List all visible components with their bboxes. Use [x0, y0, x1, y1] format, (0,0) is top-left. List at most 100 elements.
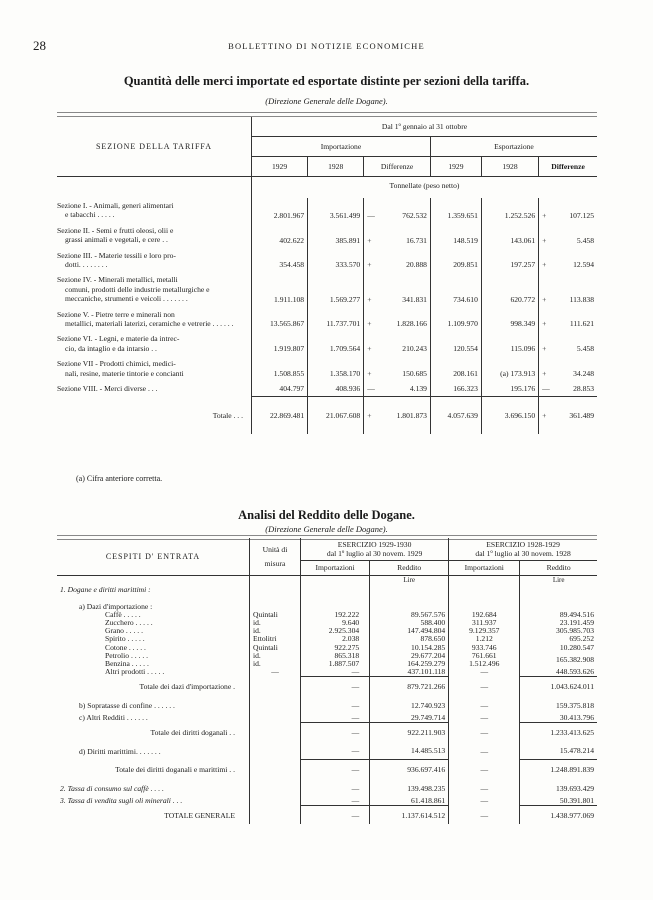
section-name: Sezione IV. - Minerali metallici, metall…	[57, 275, 178, 285]
table-row: Sezione III. - Materie tessili e loro pr…	[57, 247, 597, 273]
col-red-1928: Reddito	[519, 560, 597, 577]
empty-cell	[249, 575, 301, 585]
empty-cell	[299, 575, 370, 585]
value-ed: 5.458	[576, 344, 594, 354]
double-rule	[57, 112, 597, 117]
value-i29: 13.565.867	[250, 306, 308, 332]
value-a: —	[299, 722, 370, 742]
value-u	[249, 722, 301, 742]
value-is: +	[363, 395, 381, 434]
value-id: 210.243	[402, 344, 427, 354]
value-id: 762.532	[402, 210, 427, 220]
value-id: 341.831	[402, 294, 427, 304]
value-es: —	[538, 381, 556, 397]
value-u	[249, 676, 301, 696]
empty-cell	[448, 602, 520, 611]
value-u: Ettolitri	[249, 635, 301, 644]
year-header: Differenze	[538, 156, 597, 177]
value-i29: 402.622	[250, 222, 308, 248]
value-u	[249, 695, 301, 714]
col-imp-1929: Importazioni	[299, 560, 370, 577]
value-a: 9.640	[299, 618, 370, 628]
value-a: 2.925.304	[299, 627, 370, 636]
value-c: —	[448, 722, 520, 742]
table-row: Zucchero . . . . . id. 9.640 588.400 311.937…	[57, 618, 597, 628]
value-e29: 1.109.970	[429, 306, 482, 332]
row-label: 2. Tassa di consumo sul caffè . . . .	[60, 783, 164, 793]
footnote: (a) Cifra anteriore corretta.	[76, 474, 163, 483]
value-i28: 408.936	[307, 381, 364, 397]
value-c: —	[448, 797, 520, 806]
value-e29: 209.851	[429, 247, 482, 273]
row-label: Totale dei diritti doganali . .	[150, 727, 235, 737]
row-label: Totale dei diritti doganali e marittimi …	[115, 765, 235, 775]
period-header: Dal 1º gennaio al 31 ottobre	[251, 117, 597, 137]
value-u	[249, 805, 301, 825]
table-row: 1. Dogane e diritti marittimi :	[57, 584, 597, 603]
empty-cell	[519, 602, 597, 611]
section-label: Sezione I. - Animali, generi alimentari e…	[57, 198, 252, 223]
value-i29: 2.801.967	[250, 198, 308, 223]
year-header: Differenze	[363, 156, 431, 177]
value-d: 695.252	[519, 635, 597, 644]
value-d: 165.382.908	[519, 651, 597, 669]
value-i28: 21.067.608	[307, 395, 364, 434]
value-d: 10.280.547	[519, 643, 597, 652]
value-b: 139.498.235	[369, 778, 449, 797]
value-e28: 998.349	[480, 306, 539, 332]
col-imp-1928: Importazioni	[448, 560, 520, 577]
currency-row: Lire Lire	[57, 575, 597, 585]
value-i28: 333.570	[307, 247, 364, 273]
value-id: 150.685	[402, 369, 427, 379]
value-c: —	[448, 741, 520, 760]
value-u: id.	[249, 627, 301, 636]
total-row: TOTALE GENERALE —1.137.614.512—1.438.977.…	[57, 805, 597, 825]
value-b: 147.494.804	[369, 627, 449, 636]
section-label: Totale . . .	[57, 397, 252, 434]
row-label: 1. Dogane e diritti marittimi :	[60, 585, 151, 595]
value-b: 879.721.266	[369, 676, 449, 696]
empty-cell	[448, 575, 520, 585]
value-a: —	[299, 759, 370, 779]
value-b: 922.211.903	[369, 722, 449, 742]
value-a: 865.318	[299, 651, 370, 661]
value-d: 305.985.703	[519, 627, 597, 636]
value-b: 10.154.285	[369, 643, 449, 652]
value-b: 936.697.416	[369, 759, 449, 779]
exercise-1929-title: ESERCIZIO 1929-1930	[337, 540, 412, 549]
table-row: a) Dazi d'importazione :	[57, 602, 597, 611]
exercise-1928-title: ESERCIZIO 1928-1929	[486, 540, 560, 549]
value-a: —	[299, 778, 370, 797]
value-a: —	[299, 668, 370, 677]
table-row: 2. Tassa di consumo sul caffè . . . . —13…	[57, 778, 597, 797]
value-es: +	[538, 331, 556, 357]
unit-label: Tonnellate (peso netto)	[251, 176, 597, 198]
value-b: 878.650	[369, 635, 449, 644]
total-row: Totale dei diritti doganali . . —922.211.…	[57, 722, 597, 742]
row-label: 3. Tassa di vendita sugli oli minerali .…	[60, 796, 183, 806]
page-number: 28	[33, 38, 46, 53]
value-u	[249, 796, 301, 806]
table-row: Sezione VII - Prodotti chimici, medici-n…	[57, 356, 597, 382]
value-e28: 197.257	[480, 247, 539, 273]
value-b: 437.101.118	[369, 668, 449, 677]
col-red-1929: Reddito	[369, 560, 449, 577]
value-e29: 208.161	[429, 356, 482, 382]
value-c: —	[448, 668, 520, 677]
value-is: +	[363, 272, 381, 307]
value-is: +	[363, 247, 381, 273]
total-row: Totale dei diritti doganali e marittimi …	[57, 759, 597, 779]
table-row: b) Sopratasse di confine . . . . . . —12.…	[57, 695, 597, 714]
value-a: —	[299, 676, 370, 696]
section-label: Sezione IV. - Minerali metallici, metall…	[57, 272, 252, 306]
year-header: 1928	[480, 156, 539, 177]
value-is: +	[363, 306, 381, 332]
value-d: 89.494.516	[519, 610, 597, 620]
value-es: +	[538, 198, 556, 223]
exercise-1928-period: dal 1º luglio al 30 novem. 1928	[475, 549, 571, 558]
value-e29: 1.359.651	[429, 198, 482, 223]
total-label: Totale . . .	[212, 410, 243, 420]
value-a: —	[299, 695, 370, 714]
value-ed: 111.621	[569, 319, 594, 329]
